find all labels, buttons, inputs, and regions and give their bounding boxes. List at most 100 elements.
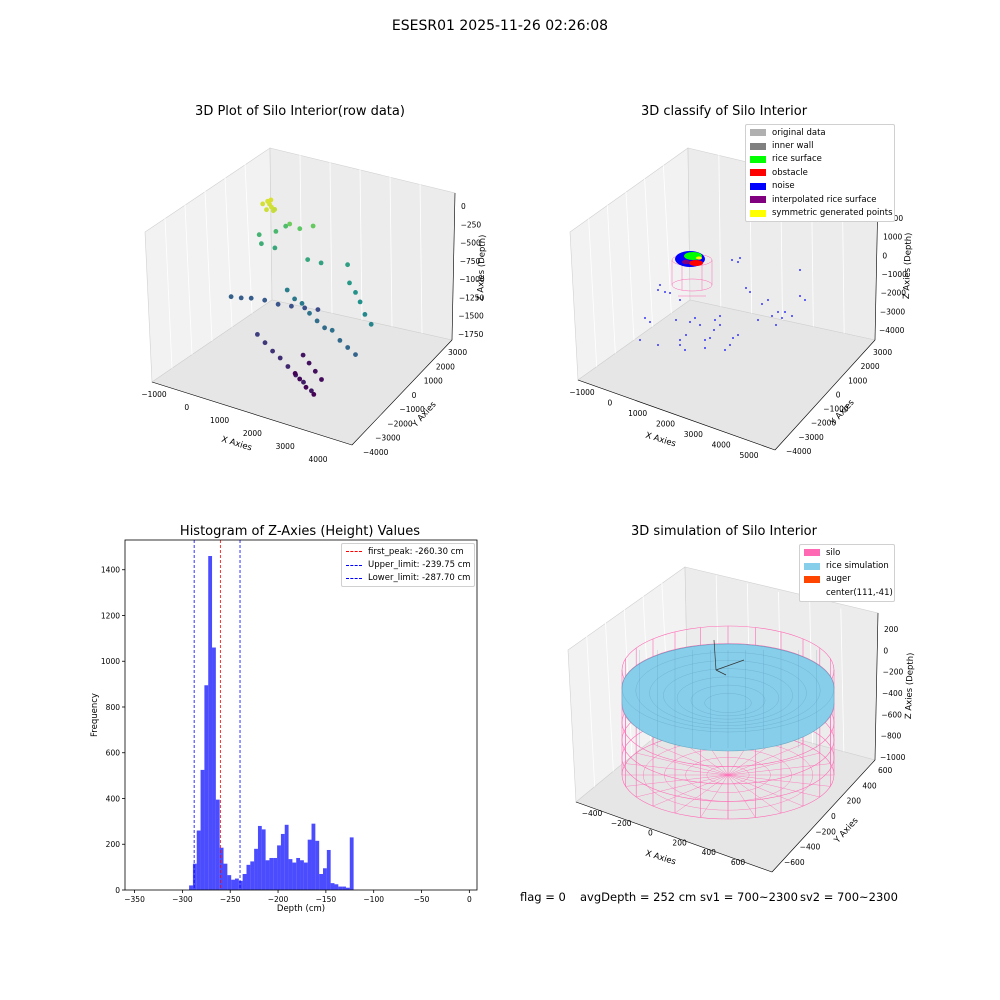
histogram-bar xyxy=(204,685,209,890)
legend-label: Upper_limit: -239.75 cm xyxy=(368,560,471,571)
noise-point xyxy=(679,299,681,301)
legend-swatch xyxy=(804,562,820,570)
histogram-bar xyxy=(330,883,335,890)
legend-entry: rice simulation xyxy=(800,559,894,572)
legend-swatch xyxy=(804,549,820,557)
obstacle-cluster xyxy=(689,260,703,266)
noise-point xyxy=(719,324,721,326)
data-point xyxy=(303,384,309,390)
data-point xyxy=(329,327,335,333)
data-point xyxy=(319,377,324,382)
data-point xyxy=(273,229,279,234)
panel4-z-tick: −600 xyxy=(881,710,902,719)
panel2-xlabel: X Axies xyxy=(644,431,677,450)
panel3-x-ticks: −350 −300 −250 −200 −150 −100 −50 0 xyxy=(124,890,472,904)
noise-point xyxy=(757,319,759,321)
data-point xyxy=(259,241,264,247)
noise-point xyxy=(731,259,733,261)
panel2-y-tick: 2000 xyxy=(861,362,880,371)
legend-entry: interpolated rice surface xyxy=(746,193,894,206)
panel4-axis-lines xyxy=(575,612,879,873)
data-point xyxy=(314,318,320,324)
panel4-xlabel: X Axies xyxy=(644,849,677,868)
histogram-bar xyxy=(231,879,235,890)
data-point xyxy=(285,364,291,369)
data-point xyxy=(310,223,316,229)
noise-point xyxy=(669,292,671,294)
noise-point xyxy=(737,334,739,336)
panel4-x-tick: 600 xyxy=(731,858,746,867)
legend-entry: obstacle xyxy=(746,166,894,179)
histogram-bar xyxy=(235,878,239,890)
histogram-bar xyxy=(311,823,316,890)
panel3-reference-lines xyxy=(193,540,241,890)
data-point xyxy=(322,325,327,331)
panel1-y-tick: 0 xyxy=(412,391,417,400)
legend-swatch xyxy=(750,169,766,177)
panel2-chart: −1000 0 1000 2000 3000 4000 5000 −4000 −3000 −20… xyxy=(569,147,914,460)
panel4-z-ticks: −1000 −800 −600 −400 −200 0 200 xyxy=(880,625,906,762)
noise-point xyxy=(781,317,783,319)
data-point xyxy=(345,262,350,268)
data-point xyxy=(357,299,363,305)
legend-entry: center(111,-41) xyxy=(800,586,894,599)
data-point xyxy=(284,287,290,293)
panel4-y-tick: 200 xyxy=(847,797,862,806)
data-point xyxy=(277,355,283,361)
x-tick-label: −250 xyxy=(220,895,241,904)
panel1-y-tick: −1000 xyxy=(399,405,425,414)
data-point xyxy=(347,280,352,286)
panel4-z-tick: −800 xyxy=(881,732,902,741)
data-point xyxy=(275,301,281,307)
noise-point xyxy=(719,315,721,317)
panel3-legend: first_peak: -260.30 cm Upper_limit: -239.… xyxy=(341,543,475,588)
legend-entry: Upper_limit: -239.75 cm xyxy=(342,558,474,571)
data-point xyxy=(353,290,358,295)
legend-swatch xyxy=(750,129,766,137)
histogram-bar xyxy=(261,829,266,890)
noise-point xyxy=(729,344,731,346)
data-point xyxy=(305,257,311,262)
noise-point xyxy=(724,349,726,351)
noise-point xyxy=(694,317,696,319)
noise-point xyxy=(684,349,686,351)
legend-label: rice simulation xyxy=(826,561,889,572)
panel3-ylabel: Frequency xyxy=(90,693,100,737)
legend-label: interpolated rice surface xyxy=(772,194,877,205)
panel2-rice-surface-cluster xyxy=(675,251,705,267)
data-point xyxy=(311,392,317,397)
y-tick-label: 200 xyxy=(106,840,121,849)
panel2-x-tick: 1000 xyxy=(628,409,647,418)
histogram-bar xyxy=(196,830,201,890)
panel1-y-tick: −3000 xyxy=(375,434,401,443)
histogram-bar xyxy=(265,860,270,890)
noise-point xyxy=(657,344,659,346)
y-tick-label: 800 xyxy=(106,703,121,712)
data-point xyxy=(299,301,305,306)
legend-entry: original data xyxy=(746,126,894,139)
rice-simulation-surface xyxy=(621,643,835,752)
data-point xyxy=(302,305,308,311)
data-point xyxy=(287,221,293,227)
panel2-z-tick: −3000 xyxy=(880,307,906,316)
panel1-z-tick: −750 xyxy=(460,257,481,266)
panel2-z-tick: 0 xyxy=(882,251,887,260)
panel4-z-tick: −1000 xyxy=(880,753,906,762)
y-tick-label: 0 xyxy=(115,886,120,895)
data-point xyxy=(270,348,275,354)
legend-swatch xyxy=(804,589,820,596)
noise-point xyxy=(649,321,651,323)
data-point xyxy=(268,197,274,203)
noise-point xyxy=(732,337,734,339)
panel2-legend: original data inner wall rice surface obsta… xyxy=(745,124,895,222)
panel1-ylabel: Y Axies xyxy=(410,399,439,430)
panel2-y-tick: 1000 xyxy=(848,376,867,385)
noise-point xyxy=(699,324,701,326)
panel1-x-tick: −1000 xyxy=(141,390,167,399)
noise-point xyxy=(644,317,646,319)
data-point xyxy=(300,352,306,358)
noise-point xyxy=(689,321,691,323)
x-tick-label: 0 xyxy=(467,895,472,904)
noise-point xyxy=(749,291,751,293)
